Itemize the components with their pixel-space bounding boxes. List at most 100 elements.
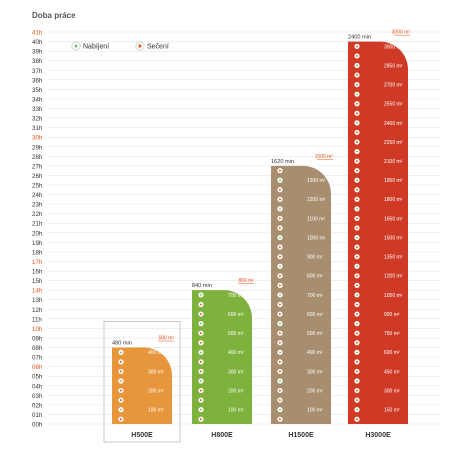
area-label: 1100 m² <box>307 216 325 222</box>
play-glyph <box>279 341 282 345</box>
play-glyph <box>356 370 359 373</box>
area-label: 1200 m² <box>384 274 403 280</box>
play-glyph <box>356 102 359 106</box>
max-area-label: 500 m² <box>158 336 174 342</box>
area-label: 200 m² <box>307 388 323 394</box>
play-glyph <box>356 131 359 134</box>
bolt-glyph <box>278 379 282 383</box>
play-glyph <box>356 198 359 201</box>
play-glyph <box>279 360 282 364</box>
play-glyph <box>356 54 359 58</box>
play-glyph <box>356 245 359 249</box>
y-tick-label: 04h <box>32 383 43 390</box>
play-glyph <box>279 370 282 373</box>
bar-name-label[interactable]: H3000E <box>365 432 391 439</box>
legend: Nabíjení Sečení <box>71 41 169 51</box>
play-glyph <box>279 398 282 402</box>
play-glyph <box>279 274 282 278</box>
area-label: 300 m² <box>148 369 164 375</box>
area-label: 500 m² <box>307 331 323 337</box>
y-axis: 00h 01h 02h 03h 04h 05h 06h 07h 08h 09h 10h 11h 12h 1… <box>32 30 43 429</box>
y-tick-label: 07h <box>32 355 43 362</box>
bolt-glyph <box>199 321 203 326</box>
bar-name-label[interactable]: H500E <box>131 432 153 439</box>
area-label: 2100 m² <box>384 159 403 165</box>
y-tick-label: 23h <box>32 202 43 209</box>
bar-name-label[interactable]: H1500E <box>288 432 314 439</box>
play-glyph <box>279 303 282 306</box>
y-tick-label: 29h <box>32 144 43 151</box>
legend-label: Nabíjení <box>83 43 109 50</box>
area-label: 400 m² <box>307 350 323 356</box>
max-area-label: 3000 m² <box>392 30 411 36</box>
bar-h3000e[interactable]: 2400 min 3000 m² 150 m² 300 m² 450 m² 600 m² 7… <box>348 30 410 439</box>
play-glyph <box>279 226 282 230</box>
play-glyph <box>120 417 123 421</box>
y-tick-label: 00h <box>32 422 43 429</box>
selection-frame <box>103 321 181 443</box>
play-glyph <box>356 226 359 230</box>
play-glyph <box>120 398 123 402</box>
area-label: 1300 m² <box>307 178 326 184</box>
bar-name-label[interactable]: H800E <box>211 432 233 439</box>
play-glyph <box>356 83 359 86</box>
play-glyph <box>120 370 123 373</box>
play-glyph <box>279 245 282 249</box>
area-label: 900 m² <box>384 312 400 318</box>
y-tick-label: 37h <box>32 68 43 75</box>
area-label: 400 m² <box>148 350 164 356</box>
play-glyph <box>356 188 359 192</box>
play-glyph <box>356 140 359 144</box>
y-tick-label: 41h <box>32 30 43 37</box>
bar-h1500e[interactable]: 1620 min 1500 m² 100 m² 200 m² 300 m² 400 m² 5… <box>271 154 333 439</box>
area-label: 2700 m² <box>384 83 403 89</box>
bolt-glyph <box>119 379 123 383</box>
bolt-glyph <box>278 264 282 269</box>
bar-h500e[interactable]: 480 min 500 m² 100 m² 200 m² 300 m² 400 m² H50… <box>103 321 181 443</box>
y-tick-label: 32h <box>32 116 43 123</box>
play-glyph <box>356 284 359 287</box>
bolt-glyph <box>278 321 282 326</box>
y-tick-label: 36h <box>32 77 43 84</box>
area-label: 300 m² <box>307 369 323 375</box>
area-label: 200 m² <box>148 388 164 394</box>
bolt-glyph <box>355 92 359 96</box>
work-time-label: 2400 min <box>348 35 371 41</box>
play-glyph <box>356 169 359 172</box>
y-tick-label: 17h <box>32 259 43 266</box>
area-label: 1050 m² <box>384 293 403 299</box>
y-tick-label: 09h <box>32 335 43 342</box>
area-label: 150 m² <box>384 408 400 414</box>
bolt-glyph <box>355 63 359 68</box>
bolt-glyph <box>355 235 359 240</box>
play-glyph <box>120 360 123 364</box>
area-label: 200 m² <box>228 388 244 394</box>
area-label: 100 m² <box>228 408 244 414</box>
bar-shape <box>271 165 331 424</box>
play-glyph <box>200 360 203 364</box>
area-label: 1500 m² <box>384 235 403 241</box>
bolt-glyph <box>119 350 123 355</box>
play-glyph <box>356 255 359 258</box>
bolt-glyph <box>355 379 359 383</box>
y-tick-label: 25h <box>32 183 43 190</box>
y-tick-label: 27h <box>32 163 43 170</box>
legend-label: Sečení <box>147 43 169 50</box>
play-glyph <box>356 303 359 306</box>
bolt-glyph <box>355 321 359 326</box>
y-tick-label: 02h <box>32 402 43 409</box>
bar-h800e[interactable]: 840 min 800 m² 100 m² 200 m² 300 m² 400 m² 500… <box>192 278 254 439</box>
play-glyph <box>200 303 203 306</box>
y-tick-label: 34h <box>32 96 43 103</box>
bolt-glyph <box>355 207 359 211</box>
y-tick-label: 28h <box>32 154 43 161</box>
y-tick-label: 14h <box>32 288 43 295</box>
play-glyph <box>279 389 282 392</box>
area-label: 300 m² <box>384 388 400 394</box>
play-glyph <box>279 198 282 201</box>
bar-shape <box>112 347 173 424</box>
bolt-glyph <box>355 264 359 269</box>
bolt-glyph <box>74 43 78 49</box>
play-glyph <box>279 312 282 316</box>
